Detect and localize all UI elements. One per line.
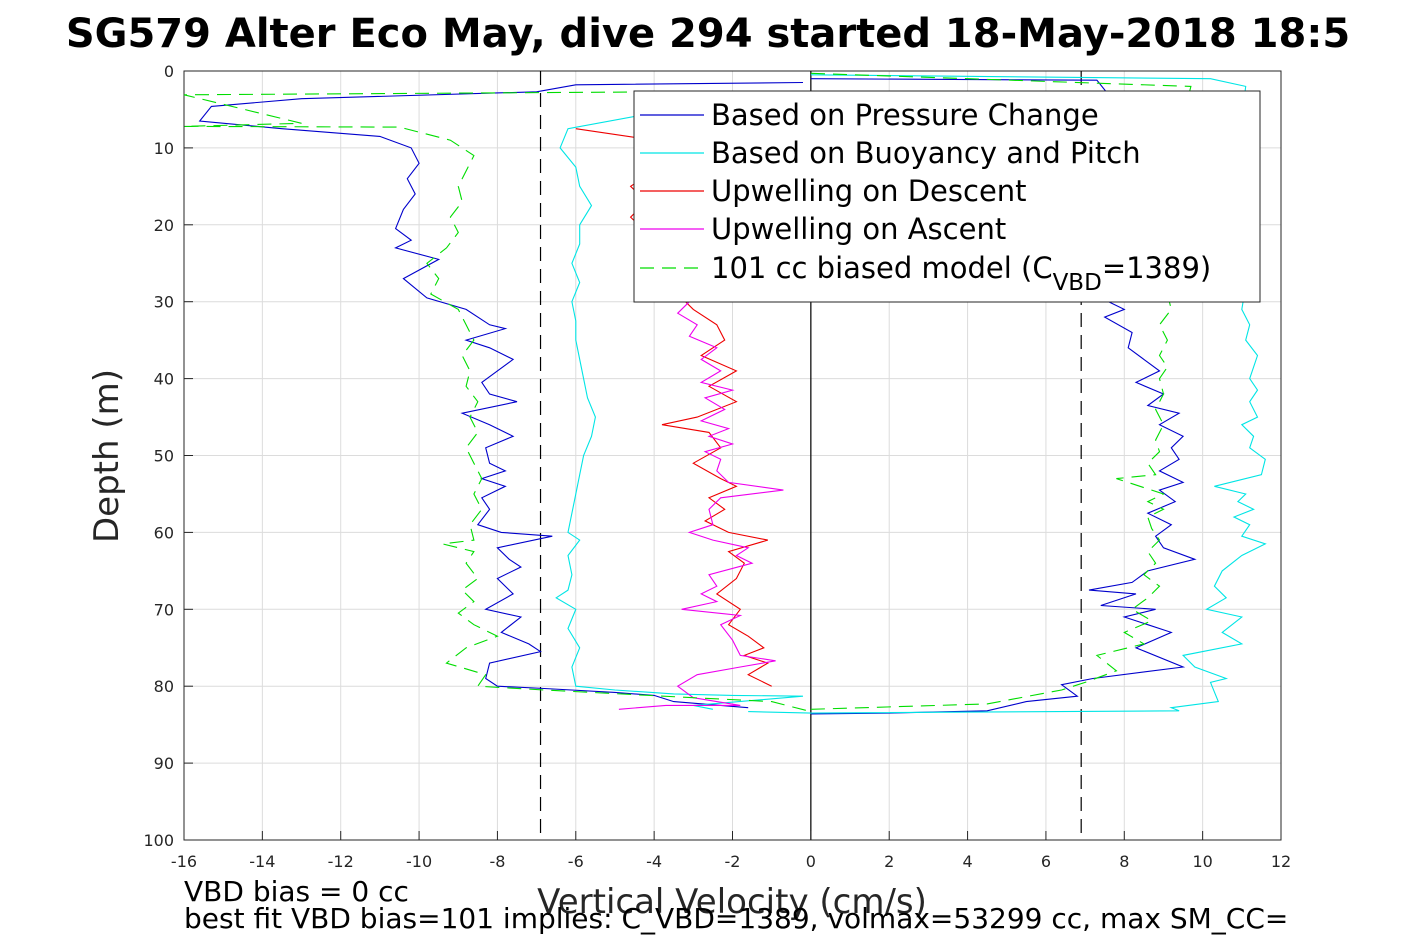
x-tick-label: 12 <box>1271 852 1291 871</box>
x-tick-label: -8 <box>489 852 505 871</box>
x-tick-label: -16 <box>171 852 197 871</box>
x-tick-label: 2 <box>884 852 894 871</box>
legend: Based on Pressure Change Based on Buoyanc… <box>633 90 1261 303</box>
legend-box <box>633 90 1261 303</box>
y-axis-label: Depth (m) <box>87 369 127 543</box>
y-tick-label: 90 <box>154 754 174 773</box>
chart-title: SG579 Alter Eco May, dive 294 started 18… <box>66 11 1350 57</box>
y-tick-label: 80 <box>154 677 174 696</box>
legend-entry-label: Upwelling on Ascent <box>711 212 1006 246</box>
x-axis-ticks: -16 -14 -12 -10 -8 -6 -4 -2 0 2 4 6 8 10 12 <box>171 831 1291 871</box>
x-tick-label: -4 <box>646 852 662 871</box>
y-tick-label: 10 <box>154 139 174 158</box>
legend-label-subscript: VBD <box>1053 270 1102 296</box>
legend-entry-label: 101 cc biased model (CVBD=1389) <box>711 251 1211 296</box>
y-tick-label: 100 <box>143 831 174 850</box>
legend-label-main: 101 cc biased model (C <box>711 251 1053 285</box>
y-tick-label: 20 <box>154 216 174 235</box>
legend-entry-label: Upwelling on Descent <box>711 174 1027 208</box>
y-tick-label: 60 <box>154 523 174 542</box>
series-line-pressure_descent <box>198 81 804 709</box>
y-tick-label: 50 <box>154 447 174 466</box>
legend-entry-label: Based on Pressure Change <box>711 98 1099 132</box>
x-tick-label: -12 <box>328 852 354 871</box>
x-tick-label: 0 <box>806 852 816 871</box>
x-axis-label: Vertical Velocity (cm/s) <box>537 882 927 922</box>
y-axis-ticks: 0 10 20 30 40 50 60 70 80 90 100 <box>143 62 193 850</box>
x-tick-label: 10 <box>1192 852 1212 871</box>
x-tick-label: 4 <box>962 852 972 871</box>
x-tick-label: -10 <box>406 852 432 871</box>
legend-entry-label: Based on Buoyancy and Pitch <box>711 136 1141 170</box>
y-tick-label: 30 <box>154 293 174 312</box>
x-tick-label: 6 <box>1041 852 1051 871</box>
y-tick-label: 70 <box>154 600 174 619</box>
x-tick-label: -14 <box>249 852 275 871</box>
legend-label-end: =1389) <box>1102 251 1211 285</box>
series-line-upwelling_ascent <box>618 301 784 710</box>
vbd-bias-note: VBD bias = 0 cc <box>184 875 409 908</box>
x-tick-label: 8 <box>1119 852 1129 871</box>
series-line-model_descent <box>183 90 812 713</box>
y-tick-label: 40 <box>154 370 174 389</box>
y-tick-label: 0 <box>164 62 174 81</box>
x-tick-label: -6 <box>568 852 584 871</box>
x-tick-label: -2 <box>725 852 741 871</box>
series-line-buoyancy_descent <box>555 93 804 710</box>
best-fit-note: best fit VBD bias=101 implies: C_VBD=138… <box>184 902 1288 935</box>
